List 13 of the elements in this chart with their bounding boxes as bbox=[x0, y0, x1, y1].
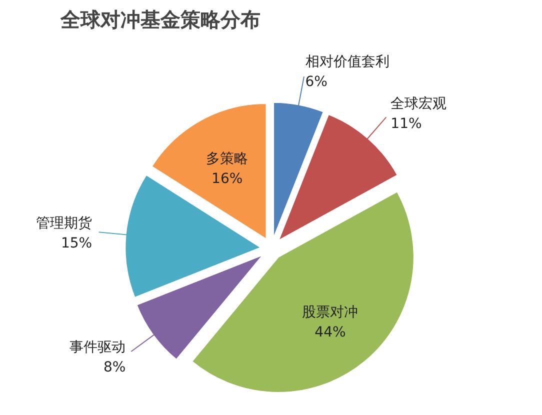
slice-label: 事件驱动 bbox=[70, 340, 126, 356]
data-label: 11% bbox=[390, 116, 422, 132]
slice-label: 全球宏观 bbox=[390, 96, 447, 112]
data-label: 16% bbox=[212, 171, 243, 188]
data-label: 8% bbox=[103, 360, 126, 376]
slice-label: 相对价值套利 bbox=[305, 54, 390, 70]
data-label: 6% bbox=[305, 74, 328, 90]
slice-label: 管理期货 bbox=[36, 215, 92, 232]
slice-label: 多策略 bbox=[206, 151, 248, 168]
data-label: 15% bbox=[60, 236, 92, 252]
chart-title: 全球对冲基金策略分布 bbox=[60, 8, 260, 32]
slice-label: 股票对冲 bbox=[302, 304, 358, 320]
data-label: 44% bbox=[314, 324, 346, 340]
